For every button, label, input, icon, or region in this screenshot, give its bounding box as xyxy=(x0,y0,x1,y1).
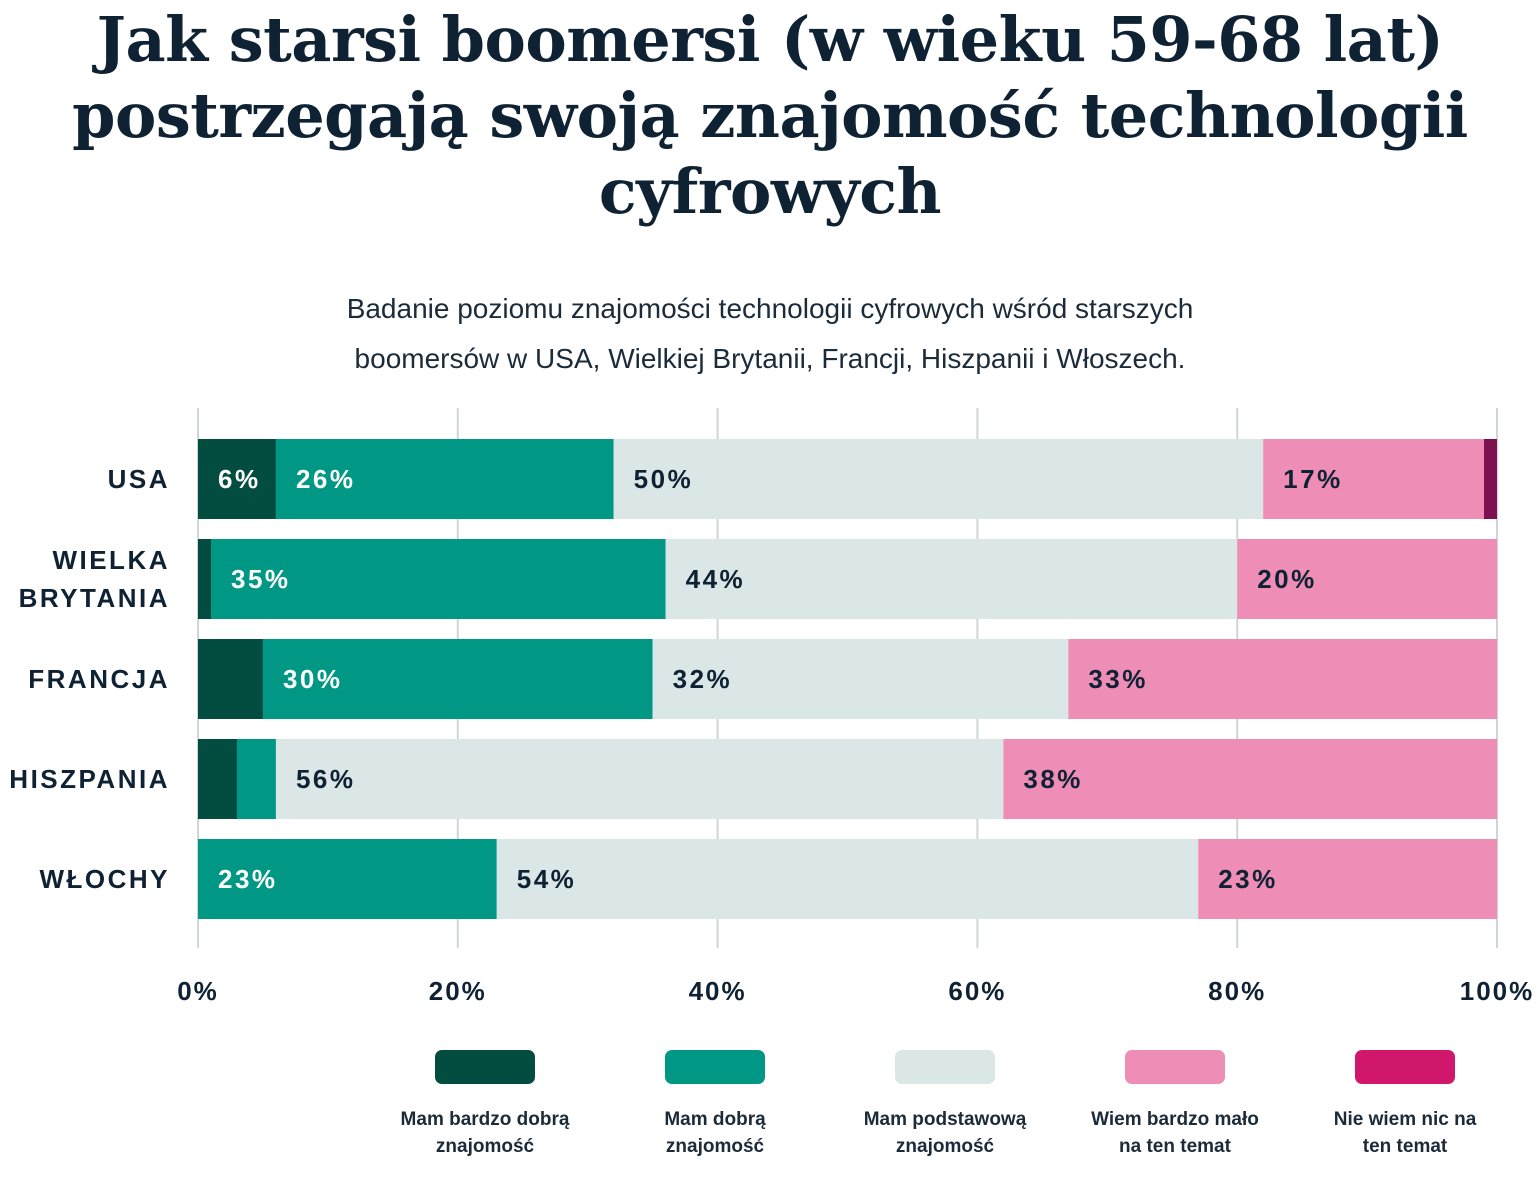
bar-segment xyxy=(1237,539,1497,619)
chart-subtitle-line: boomersów w USA, Wielkiej Brytanii, Fran… xyxy=(354,343,1186,374)
bar-segment xyxy=(198,539,211,619)
legend-item: Mam dobrą znajomość xyxy=(605,1050,825,1160)
bar-segment xyxy=(198,739,237,819)
legend-label-line: ten temat xyxy=(1362,1136,1448,1157)
chart-legend: Mam bardzo dobrą znajomość Mam dobrą znajom… xyxy=(375,1050,1525,1170)
bar-segment xyxy=(275,439,614,519)
data-label: 17% xyxy=(1283,464,1343,494)
chart-title-line: postrzegają swoją znajomość technologii xyxy=(72,79,1468,152)
bar-segment xyxy=(1198,839,1497,919)
bar-segment xyxy=(1263,439,1485,519)
data-label: 23% xyxy=(218,864,278,894)
legend-label: Mam podstawową znajomość xyxy=(835,1106,1055,1160)
data-label: 56% xyxy=(296,764,356,794)
bar-segment xyxy=(652,639,1069,719)
legend-item: Wiem bardzo mało na ten temat xyxy=(1065,1050,1285,1160)
legend-label: Mam bardzo dobrą znajomość xyxy=(375,1106,595,1160)
legend-label: Mam dobrą znajomość xyxy=(605,1106,825,1160)
data-label: 44% xyxy=(686,564,746,594)
bar-segment xyxy=(262,639,653,719)
legend-label-line: znajomość xyxy=(665,1136,765,1157)
legend-swatch xyxy=(435,1050,535,1084)
bar-segment xyxy=(496,839,1199,919)
bar-segment xyxy=(1068,639,1497,719)
bar-segment xyxy=(613,439,1264,519)
chart-title: Jak starsi boomersi (w wieku 59-68 lat) … xyxy=(0,2,1540,230)
data-label: 54% xyxy=(517,864,577,894)
x-tick-label: 20% xyxy=(429,976,487,1006)
data-label: 32% xyxy=(673,664,733,694)
legend-label-line: na ten temat xyxy=(1119,1136,1231,1157)
legend-label: Nie wiem nic na ten temat xyxy=(1295,1106,1515,1160)
category-label: USA xyxy=(108,464,170,494)
bar-segment xyxy=(275,739,1004,819)
data-label: 26% xyxy=(296,464,356,494)
x-tick-label: 40% xyxy=(689,976,747,1006)
data-label: 20% xyxy=(1257,564,1317,594)
legend-item: Mam podstawową znajomość xyxy=(835,1050,1055,1160)
legend-label-line: znajomość xyxy=(435,1136,535,1157)
legend-label-line: Nie wiem nic na xyxy=(1333,1109,1477,1130)
bar-segment xyxy=(198,439,276,519)
category-label: HISZPANIA xyxy=(9,764,170,794)
bar-segment xyxy=(665,539,1238,619)
x-tick-label: 80% xyxy=(1208,976,1266,1006)
data-label: 38% xyxy=(1023,764,1083,794)
data-label: 23% xyxy=(1218,864,1278,894)
category-label: BRYTANIA xyxy=(19,583,170,613)
data-label: 50% xyxy=(634,464,694,494)
stacked-bar-chart: 0% 20% 40% 60% 80% 100% 6% 26% 50% 17% USA 35% 44% 20… xyxy=(9,408,1535,1006)
chart-subtitle-line: Badanie poziomu znajomości technologii c… xyxy=(346,293,1194,324)
bar-segment xyxy=(1484,439,1497,519)
legend-swatch xyxy=(895,1050,995,1084)
data-label: 35% xyxy=(231,564,291,594)
chart-subtitle: Badanie poziomu znajomości technologii c… xyxy=(245,284,1295,384)
bar-segment xyxy=(236,739,276,819)
data-label: 6% xyxy=(218,464,261,494)
category-label: FRANCJA xyxy=(28,664,170,694)
legend-swatch xyxy=(1355,1050,1455,1084)
x-tick-label: 60% xyxy=(948,976,1006,1006)
bar-segment xyxy=(1003,739,1497,819)
x-tick-label: 100% xyxy=(1460,976,1535,1006)
category-label: WIELKA xyxy=(52,545,170,575)
legend-label-line: znajomość xyxy=(895,1136,995,1157)
legend-label-line: Mam bardzo dobrą xyxy=(400,1109,570,1130)
chart-title-line: cyfrowych xyxy=(598,155,942,228)
legend-item: Mam bardzo dobrą znajomość xyxy=(375,1050,595,1160)
legend-label-line: Wiem bardzo mało xyxy=(1091,1109,1259,1130)
category-label: WŁOCHY xyxy=(39,864,170,894)
x-tick-label: 0% xyxy=(177,976,219,1006)
legend-label-line: Mam podstawową xyxy=(863,1109,1027,1130)
legend-label: Wiem bardzo mało na ten temat xyxy=(1065,1106,1285,1160)
data-label: 30% xyxy=(283,664,343,694)
bar-segment xyxy=(198,839,497,919)
bar-segment xyxy=(210,539,666,619)
bar-segment xyxy=(198,639,263,719)
chart-title-line: Jak starsi boomersi (w wieku 59-68 lat) xyxy=(96,3,1444,76)
legend-swatch xyxy=(665,1050,765,1084)
legend-item: Nie wiem nic na ten temat xyxy=(1295,1050,1515,1160)
data-label: 33% xyxy=(1088,664,1148,694)
legend-swatch xyxy=(1125,1050,1225,1084)
legend-label-line: Mam dobrą xyxy=(664,1109,766,1130)
